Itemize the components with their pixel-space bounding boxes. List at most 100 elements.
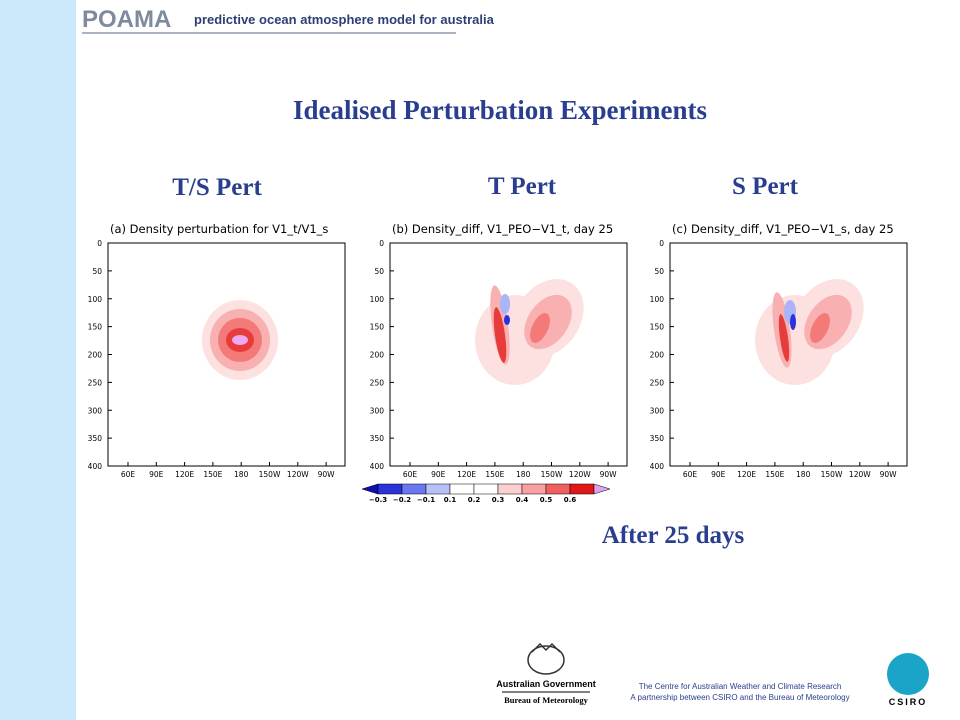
panel-label: S Pert [732,173,799,200]
centre-text: The Centre for Australian Weather and Cl… [639,682,842,691]
x-tick-label: 90W [318,470,336,479]
colorbar-segment [569,483,595,495]
y-tick-label: 250 [650,378,665,387]
contour [810,313,830,343]
x-tick-label: 180 [234,470,249,479]
y-tick-label: 200 [88,351,103,360]
y-tick-label: 350 [650,434,665,443]
x-tick-label: 150E [485,470,504,479]
map-panel: (b) Density_diff, V1_PEO−V1_t, day 25 0 50… [370,222,628,479]
logo: POAMA [82,6,171,33]
partnership-text: A partnership between CSIRO and the Bure… [630,693,849,702]
y-tick-label: 100 [650,295,665,304]
plot-title: (a) Density perturbation for V1_t/V1_s [110,222,328,236]
note: After 25 days [602,522,745,549]
y-tick-label: 100 [370,295,385,304]
colorbar-label: −0.1 [417,496,435,504]
x-tick-label: 120W [849,470,871,479]
x-tick-label: 90W [600,470,618,479]
x-tick-label: 90E [431,470,446,479]
x-tick-label: 120E [737,470,756,479]
y-tick-label: 150 [650,323,665,332]
x-tick-label: 120W [287,470,309,479]
bureau-text: Bureau of Meteorology [504,695,588,705]
contour [493,307,507,363]
colorbar-segment [401,483,427,495]
contour [530,313,550,343]
x-tick-label: 180 [796,470,811,479]
x-tick-label: 150W [821,470,843,479]
x-tick-label: 150W [541,470,563,479]
y-tick-label: 350 [88,434,103,443]
colorbar-label: 0.3 [492,496,505,504]
panel-label: T Pert [488,173,557,200]
x-tick-label: 90W [880,470,898,479]
y-tick-label: 100 [88,295,103,304]
side-strip [0,0,76,720]
y-tick-label: 50 [374,267,384,276]
x-tick-label: 150E [765,470,784,479]
x-tick-label: 90E [149,470,164,479]
y-tick-label: 400 [88,462,103,471]
y-tick-label: 250 [370,378,385,387]
map-panel: (a) Density perturbation for V1_t/V1_s 0 5… [88,222,346,479]
y-tick-label: 400 [650,462,665,471]
x-tick-label: 150E [203,470,222,479]
contour [500,294,510,314]
gov-logo [527,642,565,675]
y-tick-label: 200 [650,351,665,360]
colorbar-end [593,483,611,495]
y-tick-label: 350 [370,434,385,443]
colorbar-label: 0.2 [468,496,481,504]
colorbar-segment [377,483,403,495]
y-tick-label: 0 [659,239,664,248]
x-tick-label: 120W [569,470,591,479]
x-tick-label: 120E [175,470,194,479]
x-tick-label: 150W [259,470,281,479]
csiro-text: CSIRO [889,697,928,707]
colorbar: −0.3 −0.2 −0.1 0.1 0.2 0.3 0.4 0.5 0.6 [361,483,611,504]
colorbar-segment [425,483,451,495]
colorbar-label: −0.2 [393,496,411,504]
y-tick-label: 300 [650,406,665,415]
contour [232,335,248,345]
contour [778,314,790,362]
y-tick-label: 50 [92,267,102,276]
tagline: predictive ocean atmosphere model for au… [194,12,495,27]
colorbar-segment [497,483,523,495]
y-tick-label: 0 [97,239,102,248]
y-tick-label: 0 [379,239,384,248]
y-tick-label: 200 [370,351,385,360]
x-tick-label: 60E [121,470,136,479]
y-tick-label: 150 [370,323,385,332]
y-tick-label: 50 [654,267,664,276]
y-tick-label: 400 [370,462,385,471]
colorbar-segment [521,483,547,495]
colorbar-label: 0.1 [444,496,457,504]
y-tick-label: 250 [88,378,103,387]
colorbar-label: 0.6 [564,496,577,504]
x-tick-label: 120E [457,470,476,479]
colorbar-segment [473,483,499,495]
map-panel: (c) Density_diff, V1_PEO−V1_s, day 25 0 50… [650,222,908,479]
y-tick-label: 300 [88,406,103,415]
plot-title: (b) Density_diff, V1_PEO−V1_t, day 25 [392,222,613,236]
contour [504,315,510,325]
colorbar-label: 0.5 [540,496,553,504]
y-tick-label: 150 [88,323,103,332]
colorbar-label: −0.3 [369,496,387,504]
gov-text: Australian Government [496,679,596,689]
y-tick-label: 300 [370,406,385,415]
contour [790,314,796,330]
colorbar-label: 0.4 [516,496,529,504]
x-tick-label: 60E [683,470,698,479]
colorbar-segment [449,483,475,495]
panel-label: T/S Pert [172,174,262,201]
csiro-logo [887,653,929,695]
plot-title: (c) Density_diff, V1_PEO−V1_s, day 25 [672,222,894,236]
x-tick-label: 60E [403,470,418,479]
slide-title: Idealised Perturbation Experiments [293,95,707,125]
colorbar-segment [545,483,571,495]
x-tick-label: 180 [516,470,531,479]
